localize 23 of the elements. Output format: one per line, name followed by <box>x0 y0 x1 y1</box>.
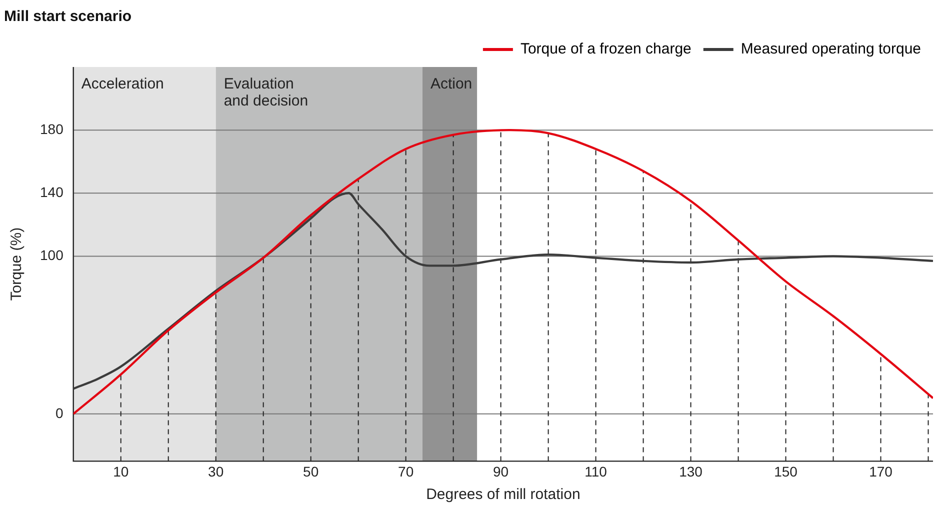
x-tick-label: 150 <box>774 463 798 480</box>
line-series <box>73 192 933 390</box>
band-label: Acceleration <box>81 76 164 93</box>
x-tick-label: 130 <box>679 463 703 480</box>
x-tick-label: 50 <box>303 463 319 480</box>
x-tick-label: 70 <box>398 463 414 480</box>
y-tick-label: 180 <box>40 120 64 137</box>
legend-label: Torque of a frozen charge <box>520 40 692 58</box>
x-tick-label: 10 <box>113 463 129 480</box>
y-axis-title: Torque (%) <box>8 227 26 301</box>
line-series <box>73 128 933 415</box>
y-tick-label: 100 <box>40 247 64 264</box>
band-label: Evaluation and decision <box>224 76 308 110</box>
y-tick-label: 140 <box>40 184 64 200</box>
band-label: Action <box>430 76 472 93</box>
x-tick-label: 170 <box>869 463 893 480</box>
chart-title: Mill start scenario <box>4 8 132 26</box>
x-tick-label: 110 <box>584 463 608 480</box>
y-tick-label: 0 <box>56 404 64 421</box>
x-axis-title: Degrees of mill rotation <box>426 486 580 504</box>
legend-label: Measured operating torque <box>740 40 922 58</box>
x-tick-label: 30 <box>208 463 224 480</box>
x-tick-label: 90 <box>493 463 509 480</box>
